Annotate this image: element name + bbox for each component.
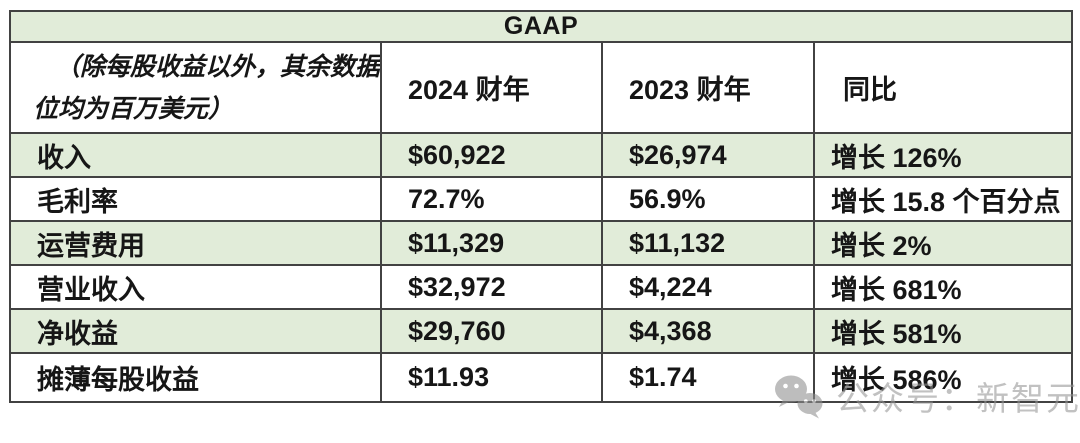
yoy-value-cell: 增长 586%: [812, 352, 1074, 403]
row-label-cell: 运营费用: [9, 220, 382, 266]
fy2024-value-cell: $29,760: [380, 308, 603, 354]
row-label-cell: 收入: [9, 132, 382, 178]
table-row-revenue: 收入 $60,922 $26,974 增长 126%: [9, 132, 1074, 178]
fy2023-value-cell: $4,368: [601, 308, 815, 354]
units-note-line1: （除每股收益以外，其余数据单: [55, 52, 381, 81]
table-header-row: （除每股收益以外，其余数据单 位均为百万美元） 2024 财年 2023 财年 …: [9, 41, 1074, 134]
fy2023-value-cell: $1.74: [601, 352, 815, 403]
fy2024-value-cell: $60,922: [380, 132, 603, 178]
fy2023-value-cell: 56.9%: [601, 176, 815, 222]
yoy-value-cell: 增长 126%: [812, 132, 1074, 178]
units-note-cell: （除每股收益以外，其余数据单 位均为百万美元）: [9, 41, 382, 134]
table-row-gross-margin: 毛利率 72.7% 56.9% 增长 15.8 个百分点: [9, 176, 1074, 222]
table-title-row: GAAP: [8, 10, 1074, 43]
fy2023-value-cell: $11,132: [601, 220, 815, 266]
row-label-cell: 摊薄每股收益: [9, 352, 382, 403]
fy2024-value-cell: 72.7%: [380, 176, 603, 222]
row-label-cell: 营业收入: [9, 264, 382, 310]
fy2023-value-cell: $4,224: [601, 264, 815, 310]
yoy-value-cell: 增长 15.8 个百分点: [812, 176, 1074, 222]
column-header-fy2023: 2023 财年: [601, 41, 815, 134]
fy2024-value-cell: $11,329: [380, 220, 603, 266]
fy2024-value-cell: $11.93: [380, 352, 603, 403]
table-row-operating-expenses: 运营费用 $11,329 $11,132 增长 2%: [9, 220, 1074, 266]
gaap-financial-table: GAAP （除每股收益以外，其余数据单 位均为百万美元） 2024 财年 202…: [8, 10, 1074, 403]
yoy-value-cell: 增长 2%: [812, 220, 1074, 266]
fy2024-value-cell: $32,972: [380, 264, 603, 310]
table-row-net-income: 净收益 $29,760 $4,368 增长 581%: [9, 308, 1074, 354]
yoy-value-cell: 增长 681%: [812, 264, 1074, 310]
table-title: GAAP: [8, 10, 1074, 43]
table-row-operating-income: 营业收入 $32,972 $4,224 增长 681%: [9, 264, 1074, 310]
column-header-yoy: 同比: [812, 41, 1074, 134]
table-row-diluted-eps: 摊薄每股收益 $11.93 $1.74 增长 586%: [9, 352, 1074, 403]
yoy-value-cell: 增长 581%: [812, 308, 1074, 354]
units-note-line2: 位均为百万美元）: [33, 94, 234, 123]
row-label-cell: 毛利率: [9, 176, 382, 222]
row-label-cell: 净收益: [9, 308, 382, 354]
column-header-fy2024: 2024 财年: [380, 41, 603, 134]
fy2023-value-cell: $26,974: [601, 132, 815, 178]
